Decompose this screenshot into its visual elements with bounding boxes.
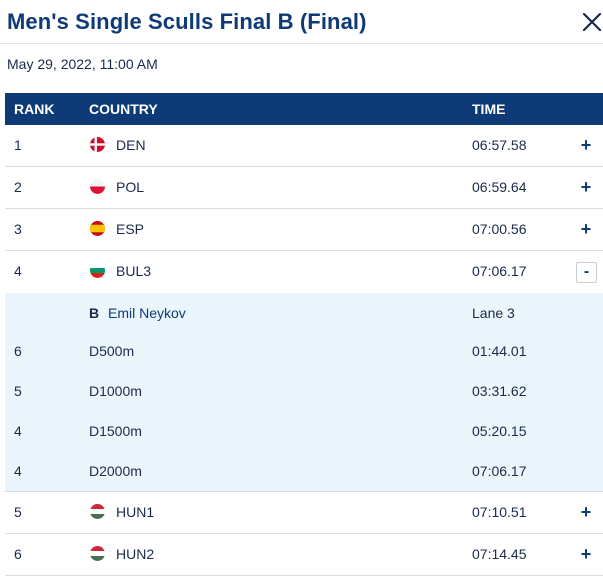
- column-header-time: TIME: [472, 101, 506, 117]
- column-header-rank: RANK: [14, 101, 55, 117]
- page-title: Men's Single Sculls Final B (Final): [7, 9, 367, 34]
- row-rank: 3: [14, 221, 22, 237]
- split-distance: D2000m: [89, 463, 142, 479]
- split-distance: D500m: [89, 343, 135, 359]
- row-country: BUL3: [116, 263, 152, 279]
- split-rank: 4: [14, 423, 22, 439]
- row-rank: 6: [14, 546, 22, 562]
- close-icon-graphic: [582, 12, 602, 32]
- split-row: 5 D1000m 03:31.62: [5, 371, 603, 411]
- flag-hungary-icon: [90, 504, 105, 519]
- expand-row-button[interactable]: +: [580, 544, 592, 564]
- split-row: 4 D1500m 05:20.15: [5, 411, 603, 451]
- table-header: RANK COUNTRY TIME: [5, 93, 603, 125]
- expand-row-button[interactable]: +: [580, 135, 592, 155]
- row-time: 06:57.58: [472, 137, 527, 153]
- split-rank: 5: [14, 383, 22, 399]
- column-header-country: COUNTRY: [89, 101, 158, 117]
- row-time: 06:59.64: [472, 179, 527, 195]
- athlete-lane: Lane 3: [472, 305, 515, 321]
- row-time: 07:10.51: [472, 504, 527, 520]
- athlete-row: B Emil Neykov Lane 3: [5, 293, 603, 331]
- split-rank: 4: [14, 463, 22, 479]
- athlete-seat: B: [89, 305, 100, 321]
- split-time: 05:20.15: [472, 423, 527, 439]
- results-table: RANK COUNTRY TIME 1 DEN 06:57.58 + 2 POL…: [5, 93, 603, 576]
- split-row: 4 D2000m 07:06.17: [5, 451, 603, 491]
- flag-bulgaria-icon: [90, 263, 105, 278]
- flag-denmark-icon: [90, 137, 105, 152]
- row-country: POL: [116, 179, 145, 195]
- row-rank: 4: [14, 263, 22, 279]
- split-rank: 6: [14, 343, 22, 359]
- table-row: 5 HUN1 07:10.51 +: [5, 492, 603, 534]
- split-distance: D1000m: [89, 383, 142, 399]
- race-date: May 29, 2022, 11:00 AM: [7, 56, 158, 72]
- split-row: 6 D500m 01:44.01: [5, 331, 603, 371]
- row-rank: 5: [14, 504, 22, 520]
- table-row: 3 ESP 07:00.56 +: [5, 209, 603, 251]
- expand-row-button[interactable]: +: [580, 177, 592, 197]
- row-time: 07:00.56: [472, 221, 527, 237]
- flag-spain-icon: [90, 221, 105, 236]
- table-row: 4 BUL3 07:06.17 -: [5, 251, 603, 293]
- table-row: 1 DEN 06:57.58 +: [5, 125, 603, 167]
- collapse-row-button[interactable]: -: [576, 262, 597, 283]
- header: Men's Single Sculls Final B (Final): [0, 0, 603, 44]
- flag-hungary-icon: [90, 546, 105, 561]
- row-time: 07:14.45: [472, 546, 527, 562]
- split-time: 03:31.62: [472, 383, 527, 399]
- table-row: 6 HUN2 07:14.45 +: [5, 534, 603, 576]
- row-time: 07:06.17: [472, 263, 527, 279]
- athlete-name-link[interactable]: Emil Neykov: [108, 305, 186, 321]
- table-row: 2 POL 06:59.64 +: [5, 167, 603, 209]
- row-country: HUN2: [116, 546, 155, 562]
- row-country: ESP: [116, 221, 145, 237]
- close-icon[interactable]: [581, 11, 603, 33]
- split-time: 07:06.17: [472, 463, 527, 479]
- row-country: HUN1: [116, 504, 155, 520]
- row-country: DEN: [116, 137, 146, 153]
- row-rank: 1: [14, 137, 22, 153]
- expand-row-button[interactable]: +: [580, 219, 592, 239]
- expanded-details: B Emil Neykov Lane 3 6 D500m 01:44.01 5 …: [5, 293, 603, 492]
- row-rank: 2: [14, 179, 22, 195]
- split-time: 01:44.01: [472, 343, 527, 359]
- expand-row-button[interactable]: +: [580, 502, 592, 522]
- split-distance: D1500m: [89, 423, 142, 439]
- flag-poland-icon: [90, 179, 105, 194]
